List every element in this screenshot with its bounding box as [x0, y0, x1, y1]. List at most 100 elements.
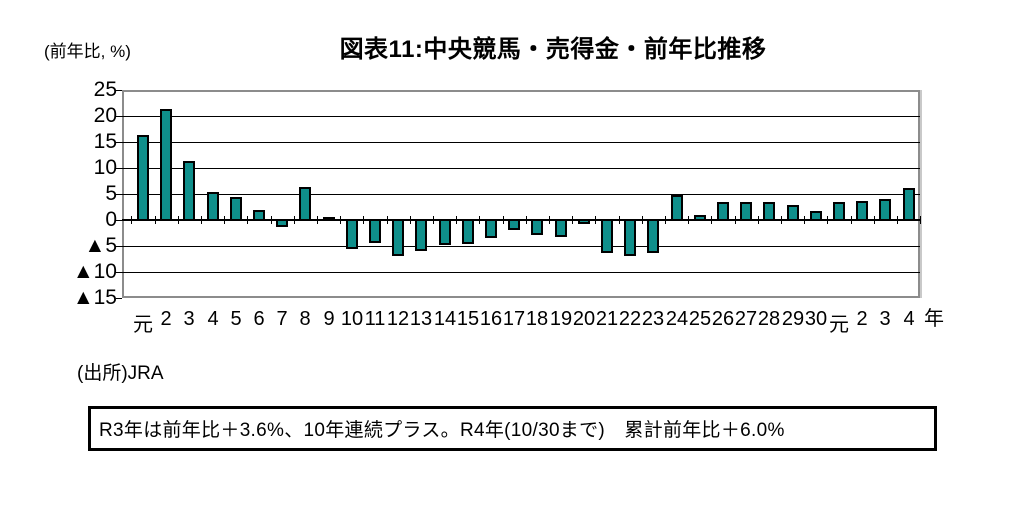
bar-year-16-15 [485, 219, 497, 238]
category-tick [503, 216, 504, 224]
bar-year-14-13 [439, 219, 451, 245]
category-tick [804, 216, 805, 224]
category-tick [247, 216, 248, 224]
x-axis-tick-label: 14 [433, 308, 457, 330]
category-tick [851, 216, 852, 224]
x-axis-tick-label: 6 [253, 308, 265, 330]
x-axis-tick-label: 16 [479, 308, 503, 330]
category-tick [387, 216, 388, 224]
x-axis-tick-label: 25 [688, 308, 712, 330]
category-tick [456, 216, 457, 224]
y-axis-tick-label: 5 [105, 182, 117, 205]
gridline [122, 167, 920, 169]
category-tick [595, 216, 596, 224]
y-axis-tick-label: 20 [93, 104, 117, 127]
bar-year-2-31 [856, 201, 868, 221]
category-tick [271, 216, 272, 224]
y-axis-tick [116, 90, 122, 91]
bar-year-15-14 [462, 219, 474, 244]
bar-year-8-7 [299, 187, 311, 221]
x-axis-tick-label: 4 [207, 308, 219, 330]
bar-year-19-18 [555, 219, 567, 237]
x-axis-tick-label: 15 [456, 308, 480, 330]
bar-year-元-0 [137, 135, 149, 221]
source-label: (出所)JRA [77, 363, 164, 384]
x-axis-tick-label: 9 [323, 308, 335, 330]
bar-year-3-2 [183, 161, 195, 221]
category-tick [549, 216, 550, 224]
bar-year-11-10 [369, 219, 381, 243]
y-axis-tick-label: ▲5 [84, 234, 117, 257]
x-axis-tick-label: 3 [879, 308, 891, 330]
x-axis-tick-label: 24 [665, 308, 689, 330]
y-axis-tick [116, 298, 122, 299]
gridline [122, 193, 920, 195]
x-axis-tick-label: 17 [502, 308, 526, 330]
x-axis-tick-label: 20 [572, 308, 596, 330]
x-axis-zero-line [122, 219, 920, 221]
x-axis-tick-label: 28 [757, 308, 781, 330]
y-axis-tick [116, 116, 122, 117]
y-axis-tick [116, 246, 122, 247]
x-axis-tick-label: 23 [641, 308, 665, 330]
gridline [122, 141, 920, 143]
bar-year-10-9 [346, 219, 358, 249]
bar-year-24-23 [671, 195, 683, 221]
category-tick [340, 216, 341, 224]
y-axis-tick-label: ▲10 [72, 260, 117, 283]
x-axis-tick-label: 5 [230, 308, 242, 330]
x-axis-tick-label: 元 [133, 314, 153, 336]
x-axis-tick-label: 元 [829, 314, 849, 336]
gridline [122, 245, 920, 247]
y-axis-tick [116, 142, 122, 143]
bar-year-5-4 [230, 197, 242, 221]
category-tick [572, 216, 573, 224]
category-tick [665, 216, 666, 224]
x-axis-tick-label: 19 [549, 308, 573, 330]
y-axis-unit-label: (前年比, %) [44, 42, 131, 61]
category-tick [920, 216, 921, 224]
bar-year-4-3 [207, 192, 219, 221]
note-box: R3年は前年比＋3.6%、10年連続プラス。R4年(10/30まで) 累計前年比… [88, 406, 937, 451]
category-tick [479, 216, 480, 224]
category-tick [201, 216, 202, 224]
x-axis-tick-label: 21 [595, 308, 619, 330]
x-axis-title: 年 [924, 308, 944, 330]
bar-year-4-33 [903, 188, 915, 221]
x-axis-tick-label: 18 [525, 308, 549, 330]
y-axis-tick-label: ▲15 [72, 286, 117, 309]
y-axis-tick [116, 220, 122, 221]
category-tick [642, 216, 643, 224]
y-axis-tick [116, 194, 122, 195]
gridline [122, 271, 920, 273]
x-axis-tick-label: 12 [386, 308, 410, 330]
category-tick [178, 216, 179, 224]
category-tick [410, 216, 411, 224]
y-axis-tick-label: 15 [93, 130, 117, 153]
y-axis-tick [116, 272, 122, 273]
category-tick [827, 216, 828, 224]
x-axis-tick-label: 29 [781, 308, 805, 330]
category-tick [735, 216, 736, 224]
x-axis-tick-label: 30 [804, 308, 828, 330]
category-tick [294, 216, 295, 224]
y-axis-tick [116, 168, 122, 169]
note-text: R3年は前年比＋3.6%、10年連続プラス。R4年(10/30まで) 累計前年比… [99, 420, 785, 441]
bar-year-18-17 [531, 219, 543, 235]
category-tick [688, 216, 689, 224]
bar-year-21-20 [601, 219, 613, 253]
x-axis-tick-label: 26 [711, 308, 735, 330]
category-tick [874, 216, 875, 224]
category-tick [897, 216, 898, 224]
category-tick [363, 216, 364, 224]
bar-year-13-12 [415, 219, 427, 251]
y-axis-tick-label: 0 [105, 208, 117, 231]
x-axis-tick-label: 2 [160, 308, 172, 330]
x-axis-tick-label: 3 [183, 308, 195, 330]
x-axis-tick-label: 22 [618, 308, 642, 330]
gridline [122, 115, 920, 117]
bar-year-2-1 [160, 109, 172, 221]
y-axis-tick-label: 25 [93, 78, 117, 101]
category-tick [711, 216, 712, 224]
category-tick [781, 216, 782, 224]
